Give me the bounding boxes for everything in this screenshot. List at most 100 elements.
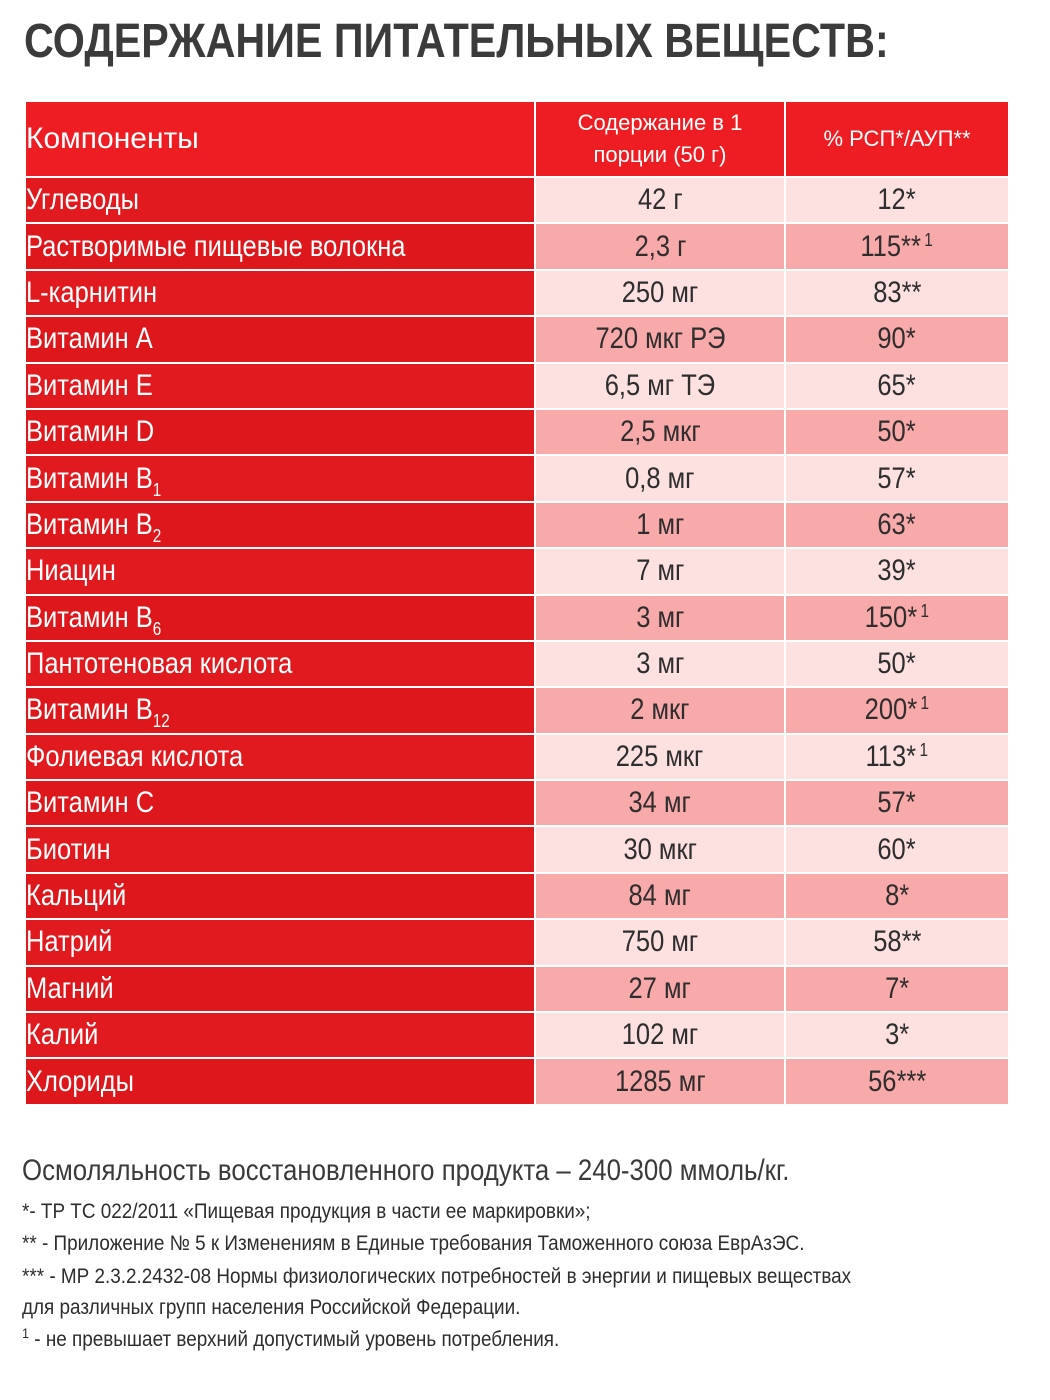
row-percent: 8* <box>784 871 1010 921</box>
row-component-name: Витамин А <box>24 315 536 364</box>
row-amount: 3 мг <box>534 593 786 642</box>
row-percent: 60* <box>784 825 1010 874</box>
header-percent: % РСП*/АУП** <box>784 100 1010 178</box>
row-percent: 65* <box>784 361 1010 410</box>
row-percent: 63* <box>784 500 1010 550</box>
footnote-4-text: - не превышает верхний допустимый уровен… <box>29 1328 560 1351</box>
page-title: СОДЕРЖАНИЕ ПИТАТЕЛЬНЫХ ВЕЩЕСТВ: <box>24 15 889 68</box>
row-percent: 58** <box>784 918 1010 967</box>
vitamin-subscript: 2 <box>152 525 162 546</box>
upper-limit-footnote-mark: 1 <box>920 693 930 714</box>
table-row: Витамин D 2,5 мкг 50* <box>24 407 1010 457</box>
row-component-name: Растворимые пищевые волокна <box>24 222 536 271</box>
row-percent: 115** 1 <box>784 222 1010 271</box>
row-amount: 0,8 мг <box>534 454 786 503</box>
row-component-name: Кальций <box>24 871 536 921</box>
table-row: Витамин В6 3 мг 150* 1 <box>24 593 1010 642</box>
row-amount: 2 мкг <box>534 686 786 735</box>
vitamin-subscript: 6 <box>152 618 162 639</box>
row-component-name: Витамин В2 <box>24 500 536 550</box>
row-amount: 42 г <box>534 175 786 225</box>
row-percent: 150* 1 <box>784 593 1010 642</box>
table-row: Витамин В12 2 мкг 200* 1 <box>24 686 1010 735</box>
row-amount: 720 мкг РЭ <box>534 315 786 364</box>
row-percent: 113* 1 <box>784 732 1010 782</box>
row-amount: 6,5 мг ТЭ <box>534 361 786 410</box>
table-header-row: Компоненты Содержание в 1 порции (50 г) %… <box>24 100 1010 178</box>
row-amount: 2,3 г <box>534 222 786 271</box>
row-component-name: Витамин В6 <box>24 593 536 642</box>
footnote-3-line2: для различных групп населения Российской… <box>22 1296 521 1319</box>
row-component-name: L-карнитин <box>24 268 536 318</box>
row-amount: 102 мг <box>534 1011 786 1060</box>
header-components: Компоненты <box>24 100 536 178</box>
row-amount: 34 мг <box>534 779 786 828</box>
table-row: Растворимые пищевые волокна 2,3 г 115** 1 <box>24 222 1010 271</box>
footnote-3-line1: *** - МР 2.3.2.2432-08 Нормы физиологиче… <box>22 1265 852 1288</box>
table-row: Углеводы 42 г 12* <box>24 175 1010 225</box>
vitamin-subscript: 12 <box>152 711 170 732</box>
row-percent: 56*** <box>784 1057 1010 1106</box>
row-percent: 90* <box>784 315 1010 364</box>
table-row: Биотин 30 мкг 60* <box>24 825 1010 874</box>
header-amount-line2: порции (50 г) <box>593 142 727 167</box>
row-component-name: Фолиевая кислота <box>24 732 536 782</box>
upper-limit-footnote-mark: 1 <box>924 229 934 250</box>
table-row: Витамин В2 1 мг 63* <box>24 500 1010 550</box>
table-row: Витамин А 720 мкг РЭ 90* <box>24 315 1010 364</box>
row-percent: 50* <box>784 639 1010 689</box>
row-percent: 12* <box>784 175 1010 225</box>
table-row: Натрий 750 мг 58** <box>24 918 1010 967</box>
row-component-name: Хлориды <box>24 1057 536 1106</box>
row-amount: 1285 мг <box>534 1057 786 1106</box>
row-amount: 250 мг <box>534 268 786 318</box>
row-component-name: Пантотеновая кислота <box>24 639 536 689</box>
row-percent: 50* <box>784 407 1010 457</box>
row-percent: 39* <box>784 547 1010 596</box>
row-component-name: Витамин Е <box>24 361 536 410</box>
table-row: Витамин Е 6,5 мг ТЭ 65* <box>24 361 1010 410</box>
table-row: Калий 102 мг 3* <box>24 1011 1010 1060</box>
table-row: Магний 27 мг 7* <box>24 964 1010 1014</box>
row-component-name: Магний <box>24 964 536 1014</box>
footnote-1: *- ТР ТС 022/2011 «Пищевая продукция в ч… <box>22 1200 591 1223</box>
row-amount: 2,5 мкг <box>534 407 786 457</box>
vitamin-subscript: 1 <box>152 479 162 500</box>
table-row: Пантотеновая кислота 3 мг 50* <box>24 639 1010 689</box>
table-row: L-карнитин 250 мг 83** <box>24 268 1010 318</box>
table-row: Фолиевая кислота 225 мкг 113* 1 <box>24 732 1010 782</box>
table-row: Кальций 84 мг 8* <box>24 871 1010 921</box>
row-percent: 200* 1 <box>784 686 1010 735</box>
row-percent: 57* <box>784 779 1010 828</box>
row-component-name: Ниацин <box>24 547 536 596</box>
row-percent: 7* <box>784 964 1010 1014</box>
row-amount: 1 мг <box>534 500 786 550</box>
row-amount: 84 мг <box>534 871 786 921</box>
row-amount: 225 мкг <box>534 732 786 782</box>
header-amount: Содержание в 1 порции (50 г) <box>534 100 786 178</box>
table-row: Витамин С 34 мг 57* <box>24 779 1010 828</box>
upper-limit-footnote-mark: 1 <box>920 600 930 621</box>
header-amount-line1: Содержание в 1 <box>577 110 743 135</box>
row-amount: 750 мг <box>534 918 786 967</box>
table-row: Витамин В1 0,8 мг 57* <box>24 454 1010 503</box>
footnote-4: 1 - не превышает верхний допустимый уров… <box>22 1325 560 1352</box>
row-component-name: Витамин В1 <box>24 454 536 503</box>
row-amount: 27 мг <box>534 964 786 1014</box>
table-row: Ниацин 7 мг 39* <box>24 547 1010 596</box>
row-component-name: Витамин С <box>24 779 536 828</box>
footnote-4-mark: 1 <box>22 1325 30 1341</box>
row-amount: 7 мг <box>534 547 786 596</box>
row-component-name: Калий <box>24 1011 536 1060</box>
table-row: Хлориды 1285 мг 56*** <box>24 1057 1010 1106</box>
footnote-2: ** - Приложение № 5 к Изменениям в Едины… <box>22 1232 805 1255</box>
row-amount: 3 мг <box>534 639 786 689</box>
row-component-name: Углеводы <box>24 175 536 225</box>
nutrition-table: Компоненты Содержание в 1 порции (50 г) %… <box>24 100 1010 1106</box>
row-percent: 83** <box>784 268 1010 318</box>
row-component-name: Натрий <box>24 918 536 967</box>
row-component-name: Витамин В12 <box>24 686 536 735</box>
row-component-name: Биотин <box>24 825 536 874</box>
row-percent: 3* <box>784 1011 1010 1060</box>
upper-limit-footnote-mark: 1 <box>919 739 929 760</box>
